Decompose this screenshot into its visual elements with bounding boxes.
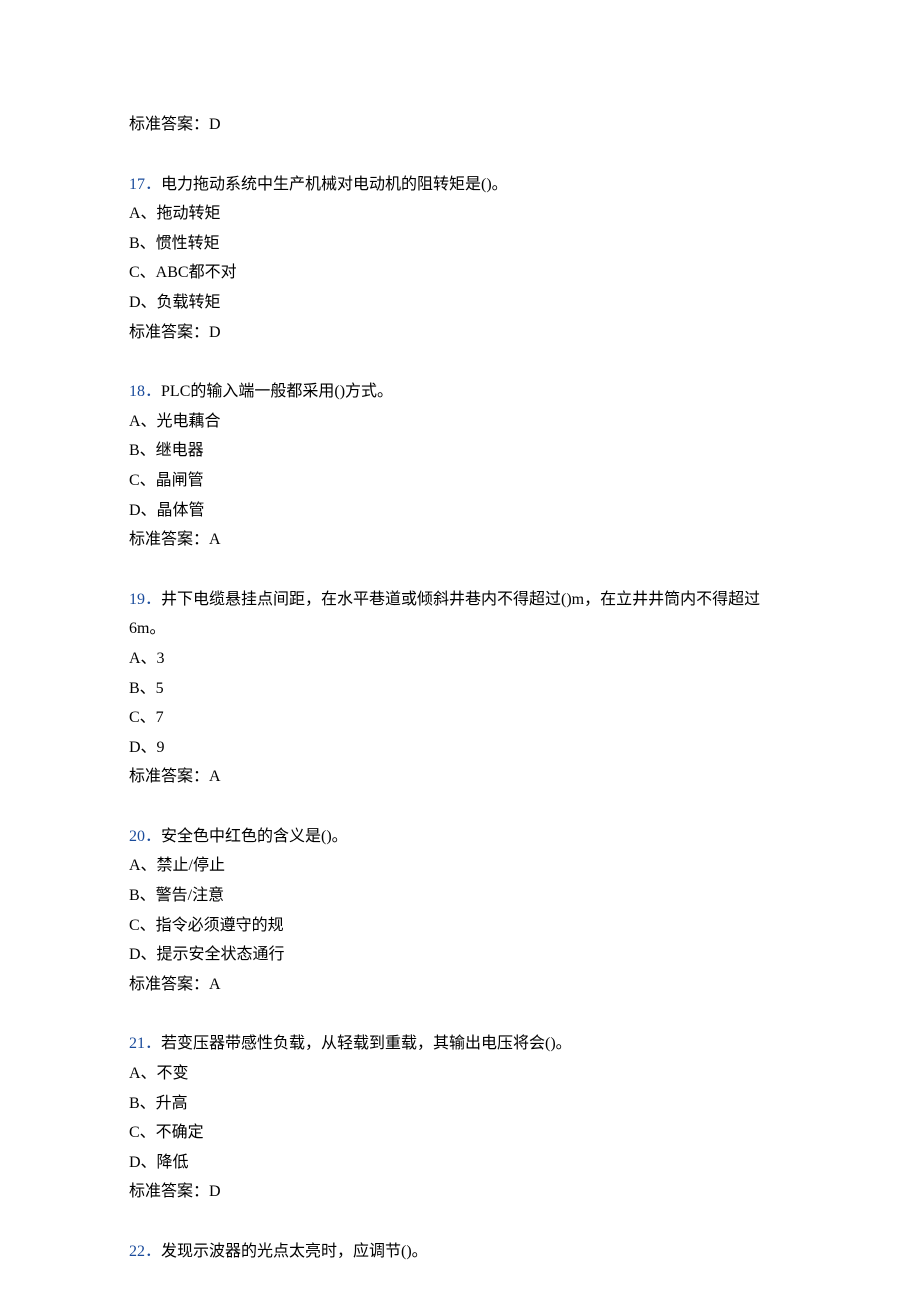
option-a: A、禁止/停止 — [129, 851, 792, 881]
option-d: D、提示安全状态通行 — [129, 940, 792, 970]
question-line: 22．发现示波器的光点太亮时，应调节()。 — [129, 1237, 792, 1267]
document-page: 标准答案：D 17．电力拖动系统中生产机械对电动机的阻转矩是()。 A、拖动转矩… — [0, 0, 920, 1302]
question-text: 电力拖动系统中生产机械对电动机的阻转矩是()。 — [161, 176, 508, 193]
answer-label: 标准答案： — [129, 531, 209, 548]
question-line: 18．PLC的输入端一般都采用()方式。 — [129, 377, 792, 407]
option-c: C、指令必须遵守的规 — [129, 911, 792, 941]
option-c: C、ABC都不对 — [129, 258, 792, 288]
question-19: 19．井下电缆悬挂点间距，在水平巷道或倾斜井巷内不得超过()m，在立井井筒内不得… — [129, 585, 792, 792]
question-22: 22．发现示波器的光点太亮时，应调节()。 — [129, 1237, 792, 1267]
answer-value: D — [209, 1183, 221, 1200]
question-18: 18．PLC的输入端一般都采用()方式。 A、光电藕合 B、继电器 C、晶闸管 … — [129, 377, 792, 555]
answer-line: 标准答案：A — [129, 525, 792, 555]
question-17: 17．电力拖动系统中生产机械对电动机的阻转矩是()。 A、拖动转矩 B、惯性转矩… — [129, 170, 792, 348]
option-c: C、不确定 — [129, 1118, 792, 1148]
question-line: 19．井下电缆悬挂点间距，在水平巷道或倾斜井巷内不得超过()m，在立井井筒内不得… — [129, 585, 792, 644]
answer-value: D — [209, 116, 221, 133]
option-c: C、7 — [129, 703, 792, 733]
question-21: 21．若变压器带感性负载，从轻载到重载，其输出电压将会()。 A、不变 B、升高… — [129, 1029, 792, 1207]
answer-label: 标准答案： — [129, 1183, 209, 1200]
answer-value: A — [209, 976, 221, 993]
question-text: 井下电缆悬挂点间距，在水平巷道或倾斜井巷内不得超过()m，在立井井筒内不得超过6… — [129, 591, 760, 638]
answer-label: 标准答案： — [129, 116, 209, 133]
answer-value: D — [209, 324, 221, 341]
answer-line: 标准答案：A — [129, 970, 792, 1000]
question-line: 17．电力拖动系统中生产机械对电动机的阻转矩是()。 — [129, 170, 792, 200]
question-20: 20．安全色中红色的含义是()。 A、禁止/停止 B、警告/注意 C、指令必须遵… — [129, 822, 792, 1000]
question-number: 19． — [129, 591, 161, 608]
option-b: B、继电器 — [129, 436, 792, 466]
option-a: A、光电藕合 — [129, 407, 792, 437]
question-line: 21．若变压器带感性负载，从轻载到重载，其输出电压将会()。 — [129, 1029, 792, 1059]
answer-line: 标准答案：D — [129, 1177, 792, 1207]
option-d: D、晶体管 — [129, 496, 792, 526]
option-c: C、晶闸管 — [129, 466, 792, 496]
option-a: A、不变 — [129, 1059, 792, 1089]
question-text: 安全色中红色的含义是()。 — [161, 828, 348, 845]
option-d: D、负载转矩 — [129, 288, 792, 318]
question-number: 17． — [129, 176, 161, 193]
option-a: A、拖动转矩 — [129, 199, 792, 229]
option-d: D、降低 — [129, 1148, 792, 1178]
answer-value: A — [209, 768, 221, 785]
question-number: 18． — [129, 383, 161, 400]
question-line: 20．安全色中红色的含义是()。 — [129, 822, 792, 852]
answer-value: A — [209, 531, 221, 548]
question-text: 若变压器带感性负载，从轻载到重载，其输出电压将会()。 — [161, 1035, 572, 1052]
answer-line: 标准答案：D — [129, 110, 792, 140]
previous-answer-block: 标准答案：D — [129, 110, 792, 140]
option-d: D、9 — [129, 733, 792, 763]
answer-label: 标准答案： — [129, 324, 209, 341]
answer-label: 标准答案： — [129, 768, 209, 785]
question-text: 发现示波器的光点太亮时，应调节()。 — [161, 1243, 428, 1260]
option-b: B、升高 — [129, 1089, 792, 1119]
answer-line: 标准答案：D — [129, 318, 792, 348]
question-number: 20． — [129, 828, 161, 845]
answer-label: 标准答案： — [129, 976, 209, 993]
option-b: B、警告/注意 — [129, 881, 792, 911]
option-b: B、5 — [129, 674, 792, 704]
question-text: PLC的输入端一般都采用()方式。 — [161, 383, 393, 400]
question-number: 22． — [129, 1243, 161, 1260]
question-number: 21． — [129, 1035, 161, 1052]
answer-line: 标准答案：A — [129, 762, 792, 792]
option-a: A、3 — [129, 644, 792, 674]
option-b: B、惯性转矩 — [129, 229, 792, 259]
